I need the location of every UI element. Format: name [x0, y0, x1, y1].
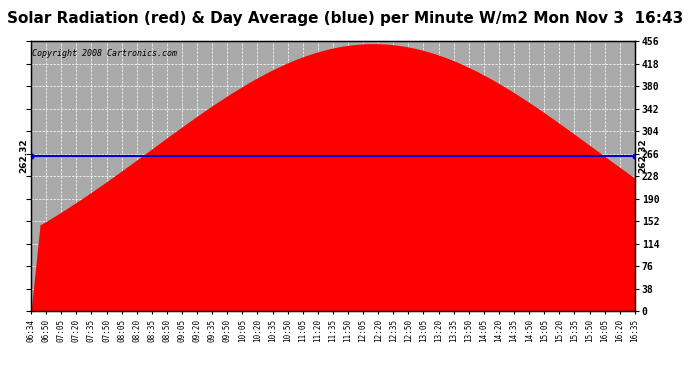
Text: Solar Radiation (red) & Day Average (blue) per Minute W/m2 Mon Nov 3  16:43: Solar Radiation (red) & Day Average (blu…	[7, 11, 683, 26]
Text: 262.32: 262.32	[19, 139, 28, 173]
Text: Copyright 2008 Cartronics.com: Copyright 2008 Cartronics.com	[32, 50, 177, 58]
Text: 262.32: 262.32	[638, 139, 647, 173]
